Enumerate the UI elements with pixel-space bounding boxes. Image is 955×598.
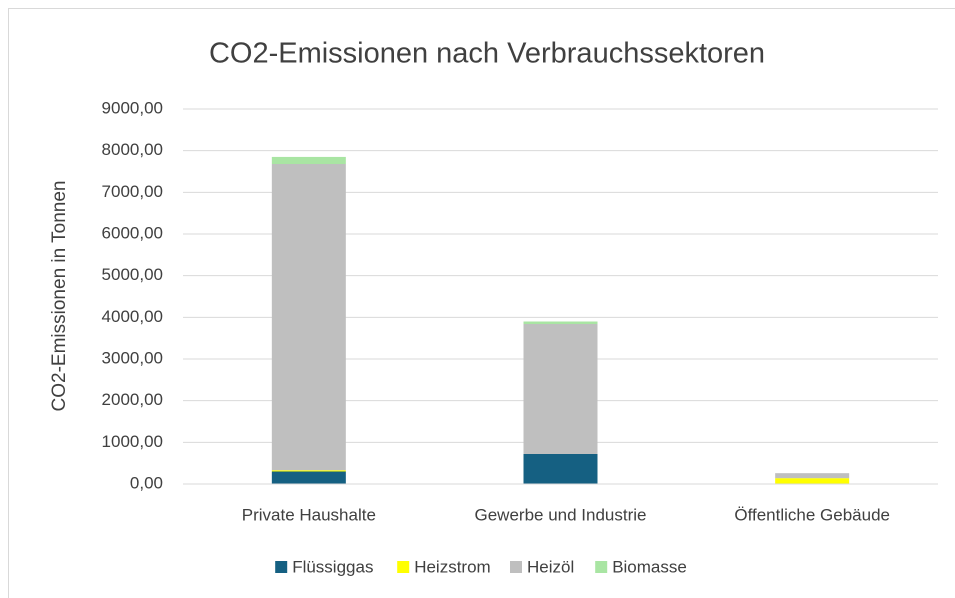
bar-segment bbox=[271, 471, 346, 484]
legend-swatch bbox=[275, 561, 288, 573]
chart-title: CO2-Emissionen nach Verbrauchssektoren bbox=[209, 38, 765, 70]
legend-label: Heizstrom bbox=[414, 557, 491, 576]
y-tick-label: 7000,00 bbox=[102, 182, 163, 201]
y-tick-label: 5000,00 bbox=[102, 265, 163, 284]
legend-swatch bbox=[397, 561, 410, 573]
legend-swatch bbox=[595, 561, 608, 573]
y-tick-label: 9000,00 bbox=[102, 98, 163, 117]
y-tick-label: 8000,00 bbox=[102, 140, 163, 159]
y-tick-label: 6000,00 bbox=[102, 223, 163, 242]
legend-label: Flüssiggas bbox=[292, 557, 373, 576]
y-tick-label: 0,00 bbox=[130, 473, 163, 492]
bar-segment bbox=[523, 324, 598, 454]
legend-label: Heizöl bbox=[527, 557, 574, 576]
bar-segment bbox=[523, 454, 598, 484]
bar-segment bbox=[271, 156, 346, 164]
y-axis-label: CO2-Emissionen in Tonnen bbox=[49, 181, 70, 412]
x-tick-label: Öffentliche Gebäude bbox=[734, 505, 890, 524]
y-tick-label: 3000,00 bbox=[102, 348, 163, 367]
bar-segment bbox=[523, 321, 598, 324]
y-tick-label: 2000,00 bbox=[102, 390, 163, 409]
y-tick-label: 4000,00 bbox=[102, 307, 163, 326]
legend-swatch bbox=[510, 561, 522, 573]
x-tick-label: Private Haushalte bbox=[242, 505, 376, 524]
bar-segment bbox=[271, 470, 346, 472]
bar-segment bbox=[775, 478, 850, 484]
x-tick-label: Gewerbe und Industrie bbox=[475, 505, 647, 524]
bar-segment bbox=[271, 164, 346, 471]
y-tick-label: 1000,00 bbox=[102, 432, 163, 451]
legend-label: Biomasse bbox=[612, 557, 687, 576]
bar-segment bbox=[775, 473, 850, 479]
chart-frame bbox=[8, 8, 955, 598]
